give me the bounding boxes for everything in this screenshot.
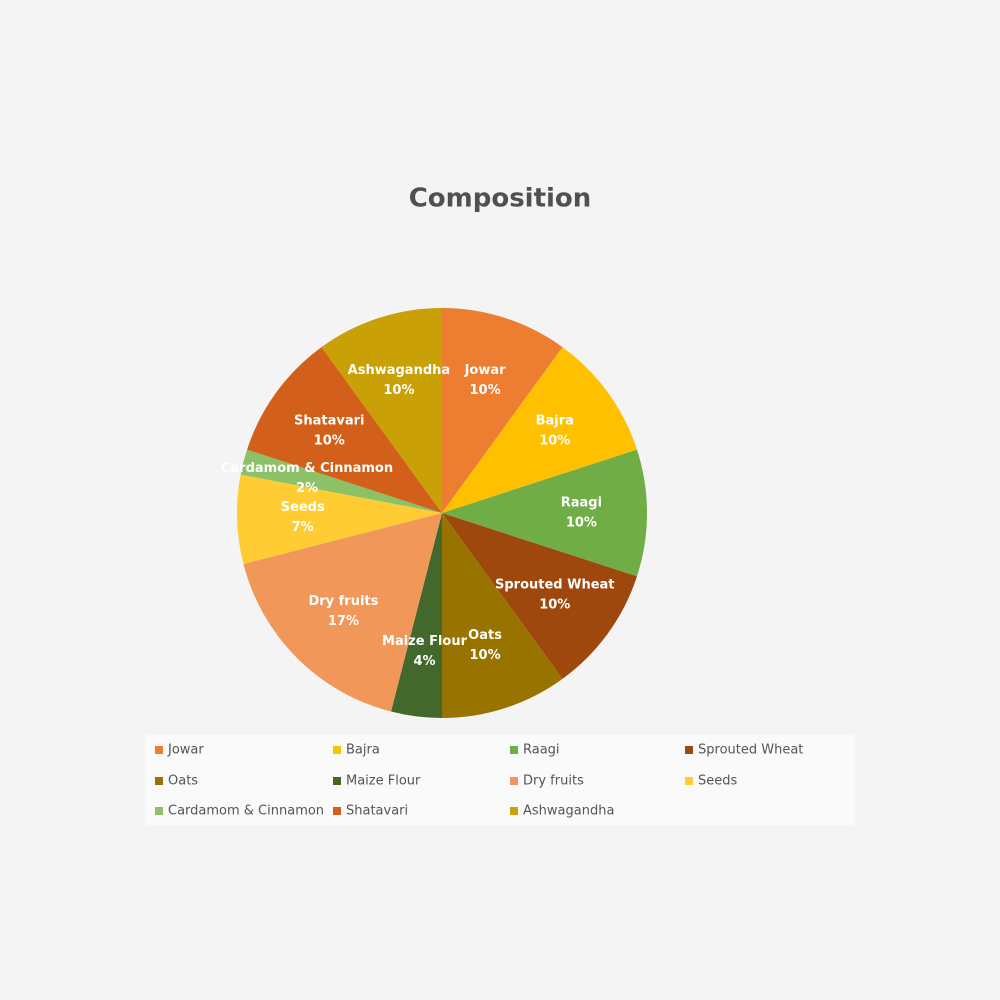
- pie-slice: [247, 347, 442, 513]
- legend-label: Dry fruits: [523, 774, 584, 789]
- data-label-name: Raagi: [561, 496, 602, 511]
- data-label-value: 10%: [539, 597, 570, 612]
- data-label-name: Shatavari: [294, 414, 365, 429]
- data-label-name: Sprouted Wheat: [495, 577, 615, 592]
- data-label-value: 10%: [383, 383, 414, 398]
- data-label-name: Oats: [468, 628, 502, 643]
- data-label-value: 10%: [470, 383, 501, 398]
- legend-swatch: [685, 746, 693, 754]
- data-label-name: Ashwagandha: [348, 363, 451, 378]
- legend-label: Cardamom & Cinnamon: [168, 804, 324, 819]
- pie-slice: [240, 449, 442, 513]
- data-label-name: Maize Flour: [382, 634, 468, 649]
- data-label-value: 10%: [539, 434, 570, 449]
- legend-swatch: [510, 746, 518, 754]
- pie-slice: [442, 513, 563, 718]
- data-label-value: 10%: [314, 434, 345, 449]
- pie-slice: [442, 449, 647, 577]
- legend-label: Jowar: [167, 743, 204, 758]
- legend-swatch: [155, 777, 163, 785]
- legend-label: Ashwagandha: [523, 804, 614, 819]
- legend-swatch: [155, 807, 163, 815]
- legend-swatch: [685, 777, 693, 785]
- legend-label: Seeds: [698, 774, 738, 789]
- pie-slice: [442, 513, 637, 679]
- legend-swatch: [510, 807, 518, 815]
- legend-label: Sprouted Wheat: [698, 743, 803, 758]
- legend-swatch: [333, 807, 341, 815]
- data-label-name: Bajra: [536, 414, 574, 429]
- legend-label: Shatavari: [346, 804, 408, 819]
- legend-swatch: [510, 777, 518, 785]
- chart-title: Composition: [409, 184, 592, 214]
- data-label-name: Cardamom & Cinnamon: [221, 461, 393, 476]
- legend-label: Raagi: [523, 743, 560, 758]
- legend-label: Bajra: [346, 743, 380, 758]
- data-label-value: 10%: [566, 516, 597, 531]
- pie-slice: [442, 308, 563, 513]
- data-label-value: 10%: [470, 648, 501, 663]
- pie-slice: [243, 513, 442, 712]
- data-label-name: Jowar: [464, 363, 507, 378]
- data-label-value: 4%: [413, 654, 435, 669]
- legend-swatch: [333, 746, 341, 754]
- legend-box: [145, 735, 855, 825]
- data-label-name: Dry fruits: [308, 594, 378, 609]
- data-label-value: 17%: [328, 614, 359, 629]
- pie-slice: [391, 513, 442, 718]
- data-label-value: 2%: [296, 481, 318, 496]
- legend-swatch: [155, 746, 163, 754]
- pie-slice: [442, 347, 637, 513]
- pie-slice: [321, 308, 442, 513]
- legend-label: Oats: [168, 774, 198, 789]
- data-label-value: 7%: [292, 520, 314, 535]
- legend-swatch: [333, 777, 341, 785]
- pie-slice: [237, 474, 442, 564]
- data-label-name: Seeds: [281, 500, 325, 515]
- legend-label: Maize Flour: [346, 774, 421, 789]
